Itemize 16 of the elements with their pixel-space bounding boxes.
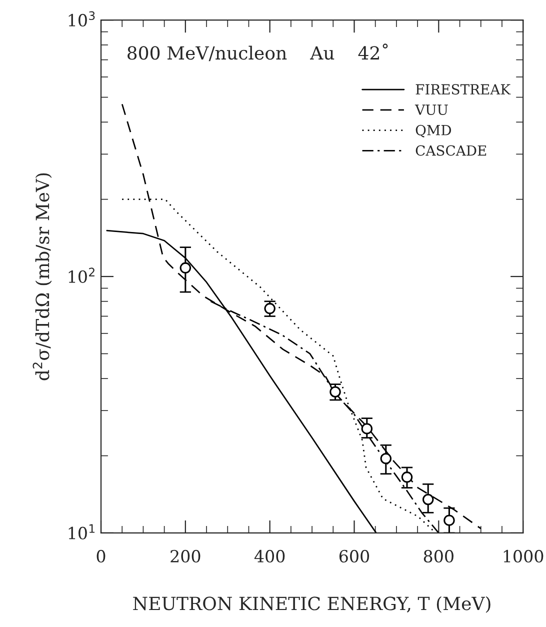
x-tick-label: 200 [170,550,200,563]
legend-label: VUU [414,104,448,115]
legend-label: QMD [416,124,452,138]
y-axis-title: d$^{2}$σ/dTdΩ (mb/sr MeV) [32,173,52,380]
legend-label: FIRESTREAK [416,84,511,95]
y-tick-label: 10$^{1}$ [68,524,95,540]
y-tick-label: 10$^{3}$ [68,11,95,27]
annotation: 800 MeV/nucleon Au 42˚ [128,44,388,62]
x-tick-label: 1000 [504,550,544,563]
x-tick-label: 400 [254,550,285,563]
x-tick-label: 800 [424,550,454,563]
y-tick-label: 10$^{2}$ [68,268,94,283]
x-tick-label: 0 [96,550,106,563]
x-axis-title: NEUTRON KINETIC ENERGY, T (MeV) [133,596,490,613]
x-tick-label: 600 [339,550,370,563]
legend-label: CASCADE [416,145,486,156]
